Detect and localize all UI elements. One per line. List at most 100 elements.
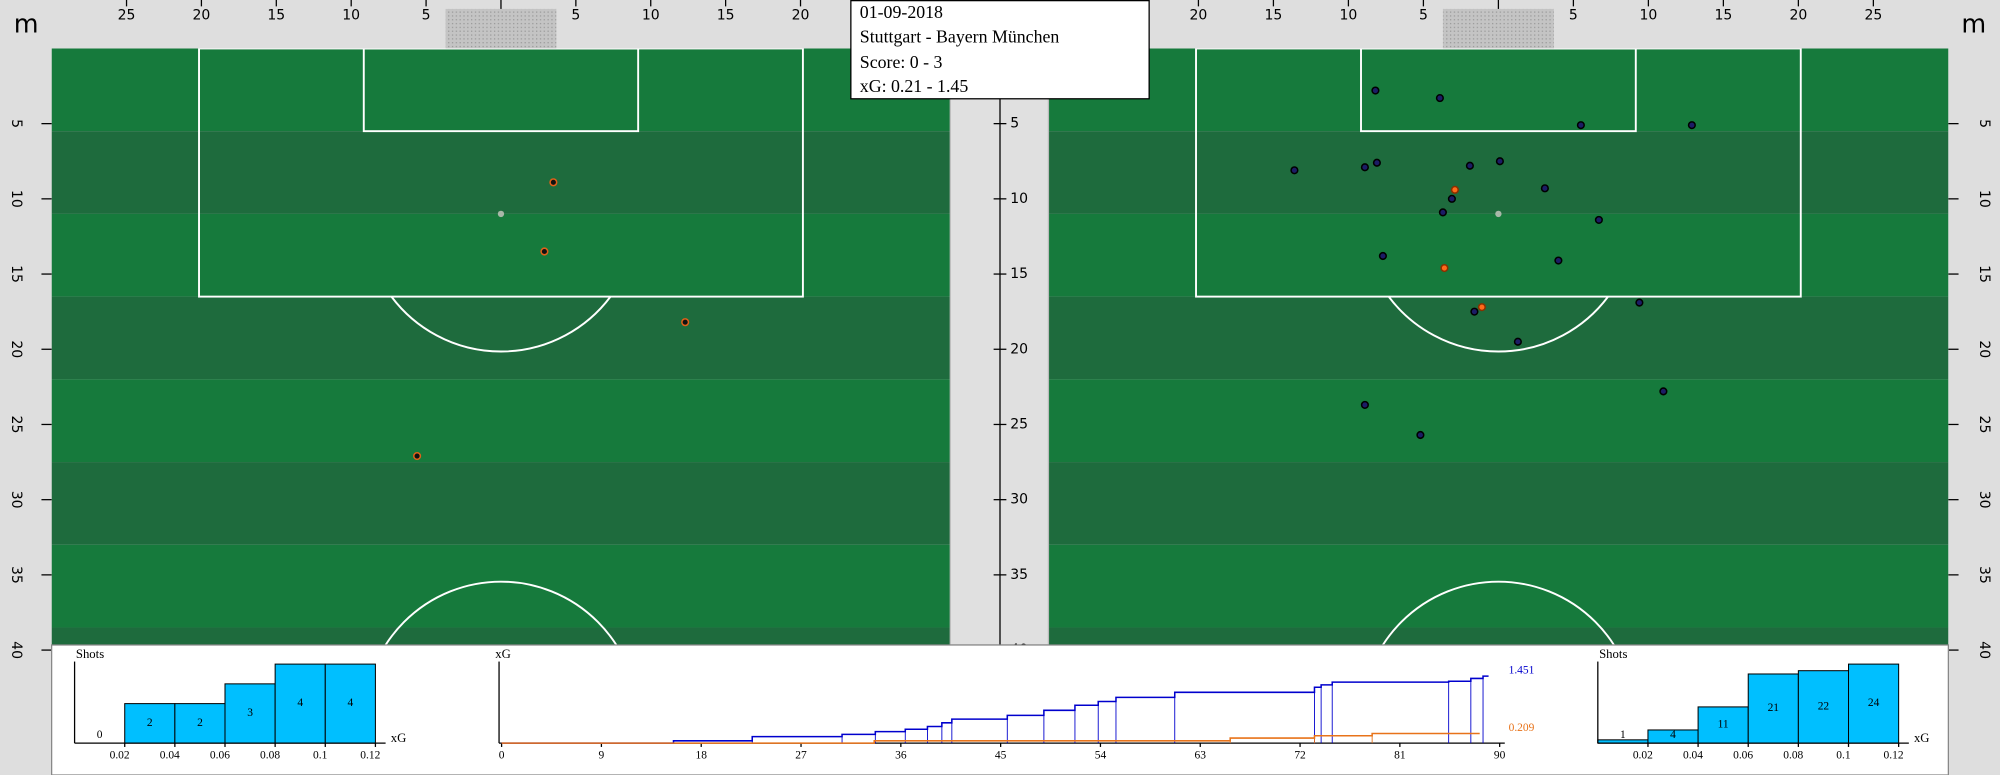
pitch-stripe [1048,544,1949,628]
y-tick-label: 5 [1010,116,1019,132]
y-tick-label: 15 [1976,265,1992,283]
shot [1540,184,1549,193]
x-tick-label: 25 [118,7,136,23]
y-tick-label: 20 [8,340,24,358]
pitch-stripe [51,213,951,297]
cumulative-xg-line [501,675,1489,744]
y-tick-label: 35 [1010,567,1028,583]
pitch-stripe [51,48,951,132]
shot [681,318,690,327]
pitch-stripe [51,379,951,463]
x-tick-label: 5 [422,7,431,23]
x-tick-label: 0.08 [1783,750,1803,762]
shot [549,178,558,187]
x-tick-label: 0 [499,750,505,762]
shot [1416,430,1425,440]
y-axis-label: xG [495,647,511,661]
hist-bar [1747,673,1799,744]
shot [413,451,422,461]
shot [1465,161,1474,170]
centre-circle [1381,580,1616,645]
x-tick-label: 81 [1394,750,1406,762]
goal [1442,8,1554,49]
pitches: 25 20 15 10 5 5 10 15 20 5 10 15 20 25 30 35 40 20 15 10 5 5 1… [8,0,1992,659]
pitch-stripe [1048,48,1949,132]
bar-label: 2 [147,717,153,729]
penalty-box [1195,48,1802,298]
match-teams: Stuttgart - Bayern München [860,26,1060,46]
x-tick-label: 20 [1789,7,1807,23]
x-tick-label: 20 [192,7,210,23]
shot [1372,158,1381,167]
y-tick-label: 35 [1976,566,1992,584]
y-tick-label: 10 [1010,191,1028,207]
x-tick-label: 5 [571,7,580,23]
x-tick-label: 0.08 [260,750,280,762]
shot [540,247,549,256]
shot [1659,387,1668,396]
shot [1290,166,1299,175]
end-label: 1.451 [1509,665,1535,677]
x-tick-label: 27 [795,750,807,762]
x-tick-label: 15 [717,7,735,23]
pitch-stripe [1048,627,1949,645]
y-tick-label: 40 [1976,641,1992,659]
bar-label: 4 [297,697,303,709]
x-tick-label: 15 [1264,7,1282,23]
x-tick-label: 0.04 [1683,750,1703,762]
info-box-frame [850,0,1150,100]
y-tick-label: 30 [8,491,24,509]
x-tick-label: 5 [1569,7,1578,23]
shot [1594,215,1603,224]
hist-bar [224,683,276,744]
bar-label: 1 [1620,729,1626,741]
penalty-spot [1495,210,1502,218]
x-tick-label: 0.06 [210,750,230,762]
shot [1438,208,1447,217]
x-tick-label: 54 [1095,750,1107,762]
x-tick-label: 10 [1339,7,1357,23]
x-tick-label: 10 [642,7,660,23]
pitch-stripe [51,296,951,380]
x-tick-label: 0.02 [1633,750,1653,762]
penalty-spot [497,210,505,218]
y-tick-label: 25 [1010,416,1028,432]
bar-label: 2 [197,717,203,729]
y-tick-label: 15 [8,265,24,283]
shot [1435,93,1444,103]
x-tick-label: 0.12 [360,750,380,762]
shot [1495,157,1504,166]
x-tick-label: 10 [1639,7,1657,23]
bar-label: 11 [1718,719,1729,731]
x-tick-label: 20 [1190,7,1208,23]
x-tick-label: 90 [1494,750,1506,762]
goal [445,8,557,49]
pitch [1048,48,1949,645]
pitch-stripe [1048,131,1949,214]
shot [1477,303,1486,312]
x-tick-label: 0.1 [1836,750,1851,762]
shot [1513,337,1522,346]
shot [1687,121,1696,130]
bar-label: 22 [1818,701,1830,713]
centre-circle [384,580,618,645]
shot [1554,256,1563,265]
y-tick-label: 10 [1976,190,1992,208]
pitch-stripe [51,544,951,628]
goal-area [1360,48,1637,133]
bar-label: 21 [1768,702,1780,714]
unit-label: m [14,9,39,39]
y-tick-label: 30 [1010,492,1028,508]
x-tick-label: 45 [995,750,1007,762]
info-box: 01-09-2018 Stuttgart - Bayern München Sc… [850,0,1150,100]
x-tick-label: 15 [1714,7,1732,23]
bar-label: 24 [1868,697,1880,709]
x-tick-label: 36 [895,750,907,762]
match-score: Score: 0 - 3 [860,52,943,72]
x-tick-label: 0.06 [1733,750,1753,762]
x-tick-label: 63 [1195,750,1207,762]
y-axis-label: Shots [1599,647,1627,661]
